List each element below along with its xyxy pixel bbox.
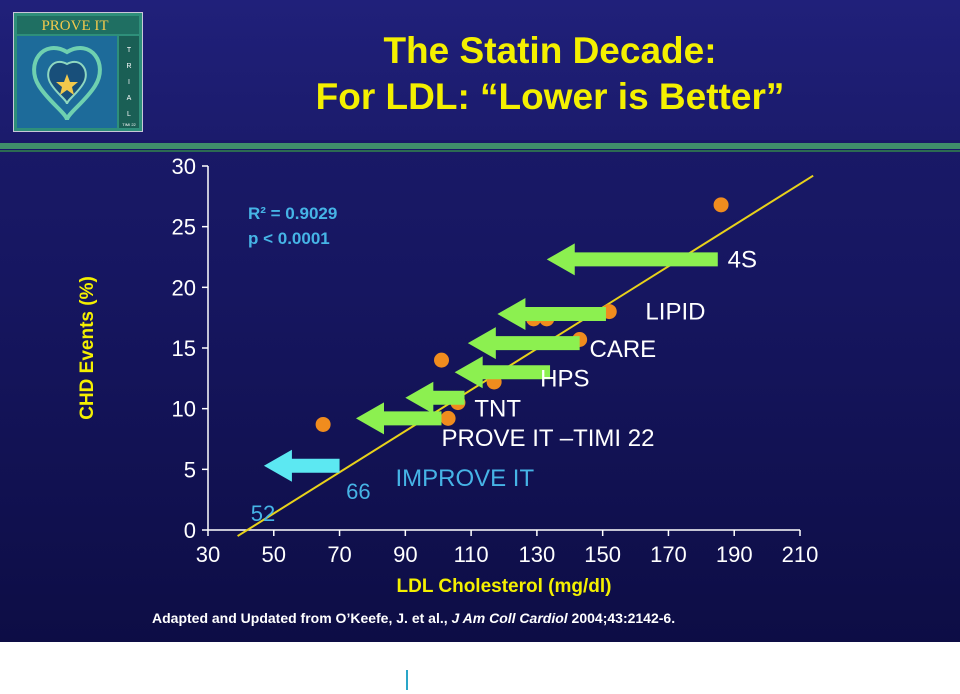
logo-letter: T bbox=[127, 47, 132, 54]
green-arrow bbox=[546, 243, 718, 276]
green-arrow bbox=[467, 327, 580, 360]
logo-letter: L bbox=[127, 111, 131, 118]
data-point bbox=[315, 416, 331, 432]
cyan-arrow bbox=[263, 449, 340, 482]
y-tick-label: 5 bbox=[184, 457, 196, 482]
y-tick-label: 30 bbox=[172, 154, 196, 179]
y-axis-title: CHD Events (%) bbox=[77, 276, 98, 420]
chart-axes: 0 5 10 15 20 25 30 30 50 70 90 110 130 150 170 190 210 bbox=[172, 154, 819, 567]
citation: Adapted and Updated from O’Keefe, J. et … bbox=[152, 610, 675, 626]
star-icon bbox=[56, 74, 78, 95]
trial-label: LIPID bbox=[645, 299, 705, 326]
header-divider bbox=[0, 143, 960, 149]
regression-line-segment bbox=[237, 174, 814, 537]
slide-title: The Statin Decade: For LDL: “Lower is Be… bbox=[150, 28, 950, 120]
logo-letter: R bbox=[126, 63, 131, 70]
slide-header bbox=[0, 0, 960, 140]
x-tick-label: 190 bbox=[716, 542, 753, 567]
y-tick-label: 20 bbox=[172, 275, 196, 300]
slide-background: PROVE IT T R I A L TIMI 22 The Statin De… bbox=[0, 0, 960, 642]
header-divider-shadow bbox=[0, 150, 960, 152]
citation-text: Adapted and Updated from O’Keefe, J. et … bbox=[152, 610, 452, 626]
x-tick-label: 150 bbox=[584, 542, 621, 567]
title-line-2: For LDL: “Lower is Better” bbox=[315, 76, 785, 117]
y-tick-label: 0 bbox=[184, 518, 196, 543]
green-arrow bbox=[405, 381, 465, 414]
trial-label: TNT bbox=[474, 396, 521, 423]
regression-stats: R² = 0.9029 p < 0.0001 bbox=[248, 204, 337, 248]
green-arrow bbox=[497, 298, 606, 331]
green-arrow bbox=[356, 402, 442, 435]
trial-label: 66 bbox=[346, 479, 370, 504]
y-tick-label: 15 bbox=[172, 336, 196, 361]
r-squared-label: R² = 0.9029 bbox=[248, 204, 337, 223]
p-value-label: p < 0.0001 bbox=[248, 229, 330, 248]
title-line-1: The Statin Decade: bbox=[383, 30, 717, 71]
trial-label: 4S bbox=[728, 246, 757, 273]
trial-label: IMPROVE IT bbox=[395, 465, 534, 492]
green-arrow bbox=[454, 356, 551, 389]
x-tick-label: 50 bbox=[262, 542, 286, 567]
x-tick-label: 110 bbox=[454, 542, 489, 567]
trial-arrows bbox=[263, 243, 718, 482]
logo-letter: A bbox=[127, 95, 132, 102]
y-tick-label: 25 bbox=[172, 215, 196, 240]
citation-volume: 2004;43:2142-6. bbox=[567, 610, 676, 626]
heart-icon bbox=[32, 46, 102, 121]
data-point bbox=[713, 197, 729, 213]
x-tick-label: 70 bbox=[327, 542, 351, 567]
logo-title: PROVE IT bbox=[41, 18, 108, 34]
citation-journal: J Am Coll Cardiol bbox=[451, 610, 568, 626]
axis-titles: LDL Cholesterol (mg/dl) CHD Events (%) bbox=[77, 276, 611, 597]
logo-letter: I bbox=[128, 79, 130, 86]
x-tick-label: 170 bbox=[650, 542, 687, 567]
x-tick-label: 130 bbox=[519, 542, 556, 567]
regression-line bbox=[237, 174, 814, 537]
x-axis-title: LDL Cholesterol (mg/dl) bbox=[397, 576, 612, 597]
x-tick-label: 30 bbox=[196, 542, 220, 567]
trial-label: HPS bbox=[540, 365, 589, 392]
prove-it-logo: PROVE IT T R I A L TIMI 22 bbox=[13, 12, 143, 132]
trial-label: PROVE IT –TIMI 22 bbox=[442, 425, 655, 452]
trial-label: CARE bbox=[590, 336, 657, 363]
data-point bbox=[440, 410, 456, 426]
logo-tag: TIMI 22 bbox=[122, 122, 136, 127]
x-tick-label: 90 bbox=[393, 542, 417, 567]
scatter-chart: 0 5 10 15 20 25 30 30 50 70 90 110 130 150 170 190 210 4… bbox=[77, 154, 819, 597]
trial-label: 52 bbox=[251, 501, 275, 526]
x-tick-label: 210 bbox=[782, 542, 819, 567]
data-point bbox=[434, 352, 450, 368]
y-tick-label: 10 bbox=[172, 397, 196, 422]
text-cursor bbox=[406, 670, 408, 690]
